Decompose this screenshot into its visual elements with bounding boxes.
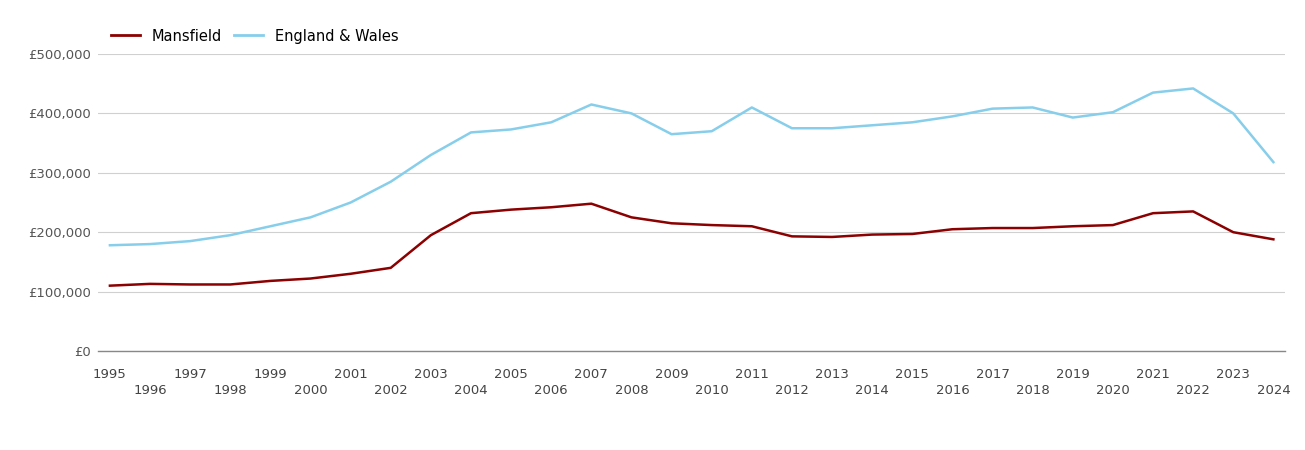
Mansfield <box>744 224 760 229</box>
England & Wales <box>1146 90 1161 95</box>
England & Wales <box>1225 111 1241 116</box>
England & Wales <box>1266 159 1282 165</box>
Mansfield <box>864 232 880 237</box>
Mansfield <box>825 234 840 240</box>
Mansfield <box>504 207 519 212</box>
England & Wales <box>504 127 519 132</box>
Text: 2014: 2014 <box>855 384 889 397</box>
Text: 2002: 2002 <box>373 384 407 397</box>
England & Wales <box>1065 115 1081 120</box>
Mansfield <box>543 205 559 210</box>
Mansfield <box>142 281 158 287</box>
Mansfield <box>222 282 238 287</box>
Mansfield <box>343 271 359 276</box>
England & Wales <box>543 120 559 125</box>
England & Wales <box>463 130 479 135</box>
England & Wales <box>382 179 398 184</box>
Mansfield <box>183 282 198 287</box>
Text: 2009: 2009 <box>655 368 689 381</box>
Mansfield <box>382 265 398 270</box>
Text: 1997: 1997 <box>174 368 207 381</box>
England & Wales <box>825 126 840 131</box>
Text: 2011: 2011 <box>735 368 769 381</box>
England & Wales <box>343 200 359 205</box>
Text: 2000: 2000 <box>294 384 328 397</box>
Mansfield <box>1225 230 1241 235</box>
Mansfield <box>945 226 960 232</box>
Mansfield <box>703 222 719 228</box>
England & Wales <box>624 111 639 116</box>
Mansfield <box>1105 222 1121 228</box>
Mansfield <box>664 220 680 226</box>
Text: 1998: 1998 <box>214 384 247 397</box>
Text: 2001: 2001 <box>334 368 368 381</box>
Text: 2020: 2020 <box>1096 384 1130 397</box>
Text: 2010: 2010 <box>694 384 728 397</box>
Text: 2017: 2017 <box>976 368 1010 381</box>
Mansfield <box>1024 225 1040 231</box>
Legend: Mansfield, England & Wales: Mansfield, England & Wales <box>106 22 405 50</box>
Text: 2015: 2015 <box>895 368 929 381</box>
Mansfield <box>303 276 318 281</box>
England & Wales <box>142 241 158 247</box>
Text: 2006: 2006 <box>535 384 568 397</box>
Text: 1995: 1995 <box>93 368 127 381</box>
England & Wales <box>303 215 318 220</box>
Text: 2007: 2007 <box>574 368 608 381</box>
England & Wales <box>1185 86 1201 91</box>
England & Wales <box>784 126 800 131</box>
Text: 2004: 2004 <box>454 384 488 397</box>
Mansfield <box>624 215 639 220</box>
Mansfield <box>904 231 920 237</box>
Mansfield <box>1185 209 1201 214</box>
England & Wales <box>664 131 680 137</box>
Mansfield <box>583 201 599 207</box>
Text: 2003: 2003 <box>414 368 448 381</box>
Text: 2005: 2005 <box>495 368 529 381</box>
Text: 1996: 1996 <box>133 384 167 397</box>
Mansfield <box>985 225 1001 231</box>
Text: 2022: 2022 <box>1176 384 1210 397</box>
Mansfield <box>1065 224 1081 229</box>
England & Wales <box>102 243 117 248</box>
Text: 2018: 2018 <box>1015 384 1049 397</box>
England & Wales <box>703 129 719 134</box>
Mansfield <box>1266 237 1282 242</box>
Mansfield <box>1146 211 1161 216</box>
Text: 2013: 2013 <box>816 368 850 381</box>
England & Wales <box>1105 109 1121 115</box>
Line: Mansfield: Mansfield <box>110 204 1274 286</box>
England & Wales <box>583 102 599 107</box>
Mansfield <box>423 233 438 238</box>
England & Wales <box>864 122 880 128</box>
Mansfield <box>102 283 117 288</box>
England & Wales <box>985 106 1001 111</box>
Text: 2008: 2008 <box>615 384 649 397</box>
Text: 1999: 1999 <box>253 368 287 381</box>
England & Wales <box>744 105 760 110</box>
England & Wales <box>423 152 438 158</box>
England & Wales <box>183 238 198 244</box>
Text: 2012: 2012 <box>775 384 809 397</box>
England & Wales <box>904 120 920 125</box>
Text: 2021: 2021 <box>1137 368 1171 381</box>
England & Wales <box>1024 105 1040 110</box>
England & Wales <box>222 233 238 238</box>
Mansfield <box>463 211 479 216</box>
Mansfield <box>784 234 800 239</box>
Mansfield <box>262 278 278 284</box>
Text: 2016: 2016 <box>936 384 970 397</box>
Text: 2024: 2024 <box>1257 384 1291 397</box>
England & Wales <box>945 114 960 119</box>
Text: 2019: 2019 <box>1056 368 1090 381</box>
Line: England & Wales: England & Wales <box>110 89 1274 245</box>
England & Wales <box>262 224 278 229</box>
Text: 2023: 2023 <box>1216 368 1250 381</box>
